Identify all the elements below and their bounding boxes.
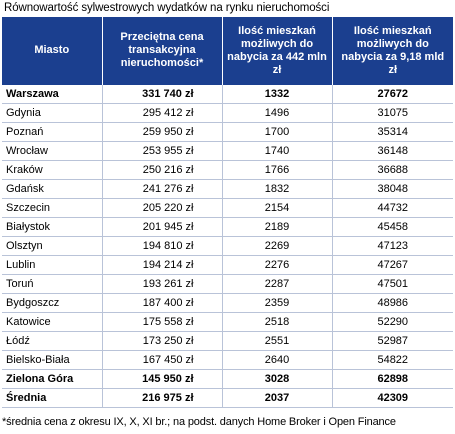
cell-count-918: 38048: [332, 179, 453, 199]
cell-price: 187 400 zł: [102, 293, 223, 313]
cell-price: 241 276 zł: [102, 179, 223, 199]
table-row: Poznań 259 950 zł 1700 35314: [2, 122, 453, 142]
cell-count-918: 54822: [332, 350, 453, 370]
cell-count-442: 1700: [222, 122, 333, 142]
cell-count-442: 2037: [222, 388, 333, 408]
cell-count-442: 1496: [222, 103, 333, 123]
table-row: Bielsko-Biała 167 450 zł 2640 54822: [2, 350, 453, 370]
cell-count-918: 42309: [332, 388, 453, 408]
cell-price: 201 945 zł: [102, 217, 223, 237]
cell-count-918: 48986: [332, 293, 453, 313]
cell-count-918: 36688: [332, 160, 453, 180]
cell-city: Olsztyn: [2, 236, 103, 256]
cell-price: 259 950 zł: [102, 122, 223, 142]
table-row: Kraków 250 216 zł 1766 36688: [2, 160, 453, 180]
cell-count-918: 31075: [332, 103, 453, 123]
cell-price: 145 950 zł: [102, 369, 223, 389]
cell-count-918: 35314: [332, 122, 453, 142]
table-row: Szczecin 205 220 zł 2154 44732: [2, 198, 453, 218]
header-count-918: Ilość mieszkań możliwych do nabycia za 9…: [332, 17, 453, 85]
cell-count-442: 2276: [222, 255, 333, 275]
cell-count-918: 36148: [332, 141, 453, 161]
cell-price: 167 450 zł: [102, 350, 223, 370]
cell-price: 295 412 zł: [102, 103, 223, 123]
cell-city: Toruń: [2, 274, 103, 294]
header-price: Przeciętna cena transakcyjna nieruchomoś…: [102, 17, 223, 85]
cell-count-442: 2551: [222, 331, 333, 351]
cell-price: 175 558 zł: [102, 312, 223, 332]
table-row: Gdańsk 241 276 zł 1832 38048: [2, 179, 453, 199]
cell-city: Wrocław: [2, 141, 103, 161]
cell-count-442: 2189: [222, 217, 333, 237]
cell-price: 250 216 zł: [102, 160, 223, 180]
table-row: Zielona Góra 145 950 zł 3028 62898: [2, 369, 453, 389]
cell-count-918: 45458: [332, 217, 453, 237]
cell-count-918: 47501: [332, 274, 453, 294]
table-row: Katowice 175 558 zł 2518 52290: [2, 312, 453, 332]
cell-price: 331 740 zł: [102, 84, 223, 104]
cell-count-442: 2518: [222, 312, 333, 332]
table-row: Bydgoszcz 187 400 zł 2359 48986: [2, 293, 453, 313]
cell-count-918: 44732: [332, 198, 453, 218]
cell-count-442: 2359: [222, 293, 333, 313]
table-header: Miasto Przeciętna cena transakcyjna nier…: [2, 17, 453, 85]
cell-price: 205 220 zł: [102, 198, 223, 218]
cell-count-918: 47123: [332, 236, 453, 256]
cell-price: 193 261 zł: [102, 274, 223, 294]
table-row: Warszawa 331 740 zł 1332 27672: [2, 84, 453, 104]
table-row: Gdynia 295 412 zł 1496 31075: [2, 103, 453, 123]
table-row: Olsztyn 194 810 zł 2269 47123: [2, 236, 453, 256]
table-row: Lublin 194 214 zł 2276 47267: [2, 255, 453, 275]
cell-count-918: 62898: [332, 369, 453, 389]
cell-count-442: 3028: [222, 369, 333, 389]
cell-city: Poznań: [2, 122, 103, 142]
table-row: Wrocław 253 955 zł 1740 36148: [2, 141, 453, 161]
cell-city: Szczecin: [2, 198, 103, 218]
cell-count-442: 1766: [222, 160, 333, 180]
cell-price: 194 810 zł: [102, 236, 223, 256]
page-title: Równowartość sylwestrowych wydatków na r…: [4, 2, 330, 14]
table-row: Średnia 216 975 zł 2037 42309: [2, 388, 453, 408]
cell-count-442: 2640: [222, 350, 333, 370]
table-row: Łódź 173 250 zł 2551 52987: [2, 331, 453, 351]
header-city: Miasto: [2, 17, 103, 85]
cell-city: Kraków: [2, 160, 103, 180]
cell-count-918: 27672: [332, 84, 453, 104]
cell-city: Bydgoszcz: [2, 293, 103, 313]
data-table: Miasto Przeciętna cena transakcyjna nier…: [2, 17, 453, 408]
header-row: Miasto Przeciętna cena transakcyjna nier…: [2, 17, 453, 85]
cell-city: Gdynia: [2, 103, 103, 123]
cell-count-918: 52987: [332, 331, 453, 351]
table-row: Białystok 201 945 zł 2189 45458: [2, 217, 453, 237]
cell-count-442: 1332: [222, 84, 333, 104]
footnote: *średnia cena z okresu IX, X, XI br.; na…: [2, 416, 396, 428]
cell-count-442: 1832: [222, 179, 333, 199]
cell-count-442: 2269: [222, 236, 333, 256]
cell-city: Zielona Góra: [2, 369, 103, 389]
cell-city: Białystok: [2, 217, 103, 237]
cell-price: 173 250 zł: [102, 331, 223, 351]
cell-count-442: 2154: [222, 198, 333, 218]
cell-city: Katowice: [2, 312, 103, 332]
cell-price: 216 975 zł: [102, 388, 223, 408]
cell-city: Gdańsk: [2, 179, 103, 199]
table-row: Toruń 193 261 zł 2287 47501: [2, 274, 453, 294]
cell-price: 194 214 zł: [102, 255, 223, 275]
cell-count-918: 52290: [332, 312, 453, 332]
header-count-442: Ilość mieszkań możliwych do nabycia za 4…: [222, 17, 333, 85]
cell-city: Lublin: [2, 255, 103, 275]
cell-city: Łódź: [2, 331, 103, 351]
table-body: Warszawa 331 740 zł 1332 27672 Gdynia 295 412…: [2, 84, 453, 408]
cell-price: 253 955 zł: [102, 141, 223, 161]
cell-count-442: 2287: [222, 274, 333, 294]
cell-count-442: 1740: [222, 141, 333, 161]
cell-count-918: 47267: [332, 255, 453, 275]
cell-city: Bielsko-Biała: [2, 350, 103, 370]
cell-city: Warszawa: [2, 84, 103, 104]
cell-city: Średnia: [2, 388, 103, 408]
